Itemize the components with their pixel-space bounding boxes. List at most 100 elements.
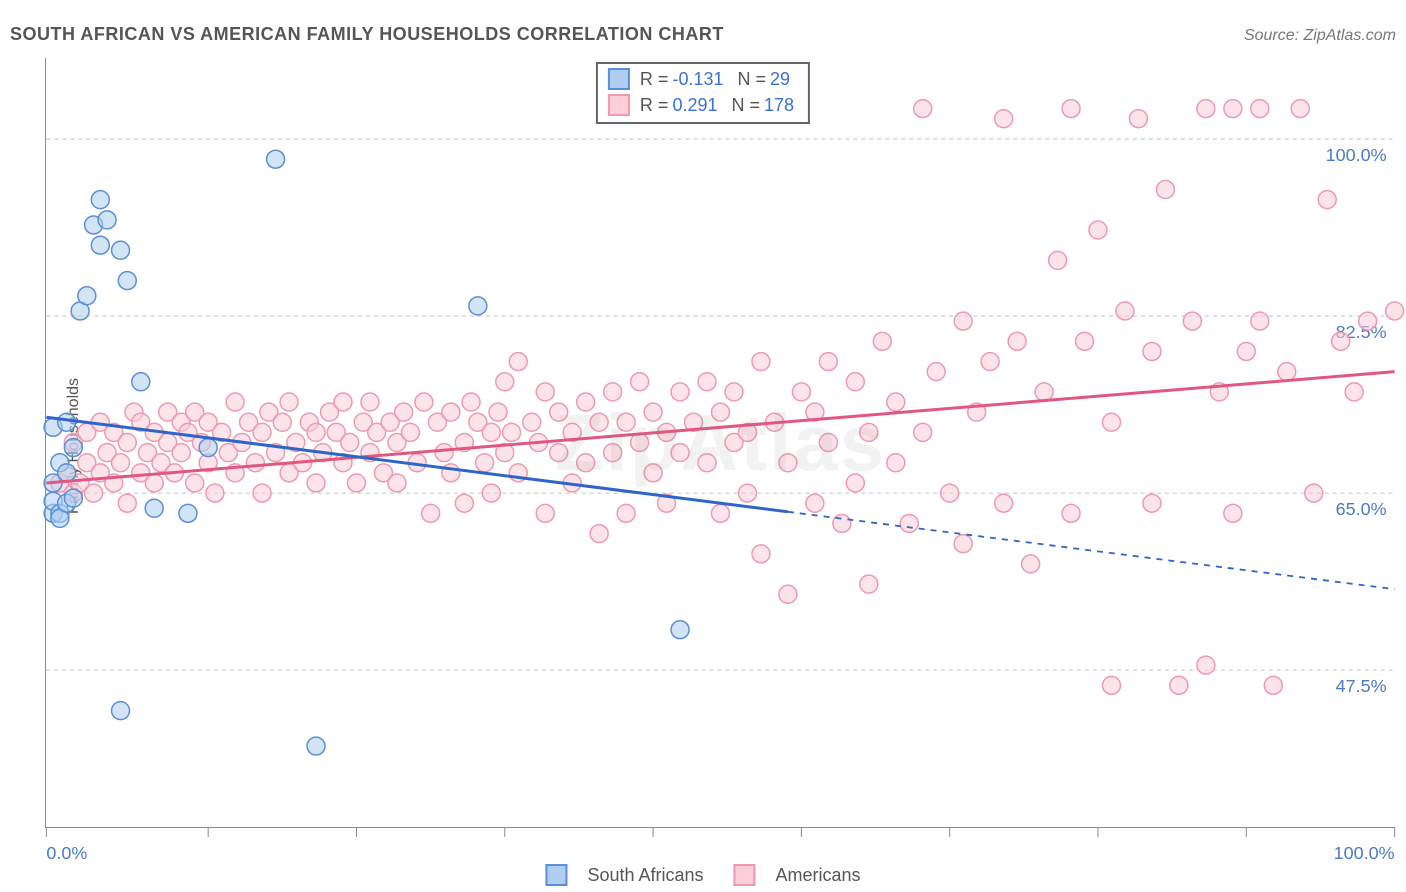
y-tick-label: 100.0% [1326, 145, 1387, 165]
pink-point [577, 393, 595, 411]
blue-point [98, 211, 116, 229]
pink-point [395, 403, 413, 421]
chart-title: SOUTH AFRICAN VS AMERICAN FAMILY HOUSEHO… [10, 24, 724, 45]
pink-point [341, 434, 359, 452]
x-tick-label: 100.0% [1334, 843, 1395, 863]
pink-point [833, 514, 851, 532]
pink-point [887, 393, 905, 411]
blue-point [64, 439, 82, 457]
scatter-plot: 47.5%65.0%82.5%100.0%0.0%100.0% ZipAtlas [45, 58, 1395, 828]
pink-point [846, 373, 864, 391]
pink-point [779, 454, 797, 472]
pink-point [1183, 312, 1201, 330]
pink-point [523, 413, 541, 431]
stats-row-blue: R = -0.131 N = 29 [608, 66, 798, 92]
pink-point [995, 110, 1013, 128]
blue-point [64, 489, 82, 507]
pink-point [941, 484, 959, 502]
pink-point [482, 484, 500, 502]
pink-point [981, 353, 999, 371]
pink-point [112, 454, 130, 472]
pink-point [1049, 251, 1067, 269]
pink-point [1264, 676, 1282, 694]
pink-point [1076, 332, 1094, 350]
pink-point [954, 535, 972, 553]
pink-point [590, 413, 608, 431]
pink-point [118, 494, 136, 512]
pink-point [1129, 110, 1147, 128]
r-label: R = [640, 66, 669, 92]
blue-point [307, 737, 325, 755]
pink-point [1224, 100, 1242, 118]
pink-point [577, 454, 595, 472]
blue-point [179, 504, 197, 522]
r-value-pink: 0.291 [668, 92, 721, 118]
blue-point [145, 499, 163, 517]
pink-point [307, 423, 325, 441]
pink-point [604, 444, 622, 462]
pink-point [1359, 312, 1377, 330]
blue-point [112, 241, 130, 259]
legend-item-pink: Americans [734, 864, 861, 886]
pink-point [1143, 342, 1161, 360]
pink-point [435, 444, 453, 462]
pink-point [536, 504, 554, 522]
pink-point [954, 312, 972, 330]
blue-point [118, 272, 136, 290]
pink-point [85, 484, 103, 502]
pink-point [462, 393, 480, 411]
pink-point [1008, 332, 1026, 350]
pink-point [1170, 676, 1188, 694]
pink-point [273, 413, 291, 431]
pink-point [712, 504, 730, 522]
pink-point [860, 575, 878, 593]
pink-point [779, 585, 797, 603]
blue-point [91, 236, 109, 254]
pink-point [698, 373, 716, 391]
pink-point [792, 383, 810, 401]
pink-point [671, 444, 689, 462]
pink-point [887, 454, 905, 472]
blue-point [199, 439, 217, 457]
pink-point [206, 484, 224, 502]
pink-point [401, 423, 419, 441]
pink-point [1062, 504, 1080, 522]
blue-point [58, 464, 76, 482]
chart-container: SOUTH AFRICAN VS AMERICAN FAMILY HOUSEHO… [0, 0, 1406, 892]
pink-point [172, 444, 190, 462]
pink-point [631, 434, 649, 452]
legend-label-blue: South Africans [587, 865, 703, 886]
pink-point [631, 373, 649, 391]
pink-point [550, 403, 568, 421]
pink-point [347, 474, 365, 492]
pink-point [914, 423, 932, 441]
pink-point [819, 434, 837, 452]
pink-point [1345, 383, 1363, 401]
pink-point [226, 393, 244, 411]
pink-point [604, 383, 622, 401]
pink-point [334, 393, 352, 411]
pink-point [819, 353, 837, 371]
pink-point [725, 383, 743, 401]
pink-point [1197, 100, 1215, 118]
trend-line-dashed [788, 512, 1395, 589]
pink-point [738, 484, 756, 502]
blue-point [78, 287, 96, 305]
pink-point [253, 484, 271, 502]
swatch-pink [608, 94, 630, 116]
pink-point [927, 363, 945, 381]
pink-point [503, 423, 521, 441]
pink-point [186, 474, 204, 492]
pink-point [536, 383, 554, 401]
pink-point [476, 454, 494, 472]
blue-point [132, 373, 150, 391]
pink-point [1224, 504, 1242, 522]
pink-point [644, 403, 662, 421]
pink-point [307, 474, 325, 492]
pink-point [489, 403, 507, 421]
blue-point [469, 297, 487, 315]
pink-point [482, 423, 500, 441]
n-label: N = [738, 66, 767, 92]
pink-point [995, 494, 1013, 512]
pink-point [253, 423, 271, 441]
